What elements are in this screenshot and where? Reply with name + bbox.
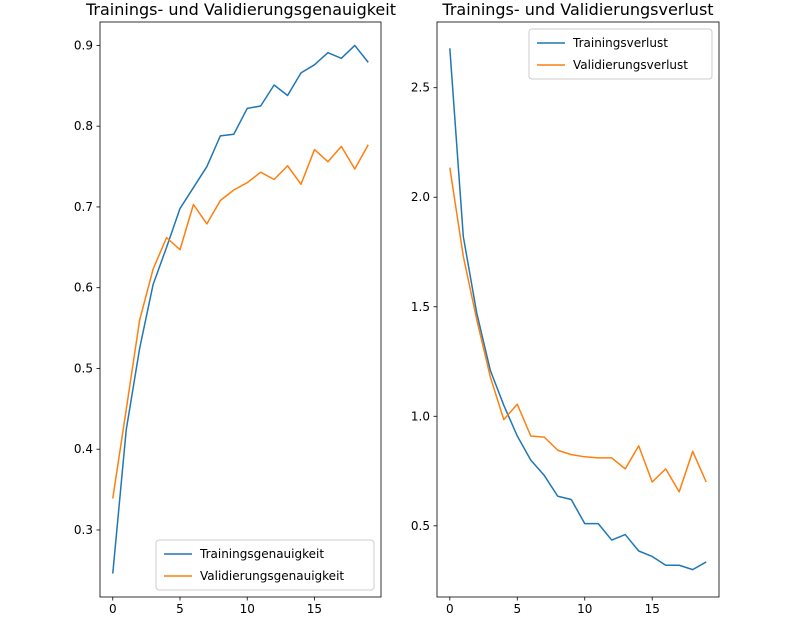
y-tick-label: 0.4: [74, 442, 93, 456]
x-tick-label: 0: [109, 602, 117, 616]
accuracy-chart-title: Trainings- und Validierungsgenauigkeit: [85, 0, 396, 19]
series-line-1: [449, 167, 707, 493]
x-tick-label: 10: [240, 602, 255, 616]
y-tick-label: 0.3: [74, 523, 93, 537]
y-tick-label: 0.5: [411, 519, 430, 533]
x-tick-label: 15: [645, 602, 660, 616]
y-tick-label: 1.0: [411, 409, 430, 423]
legend-label-0: Trainingsgenauigkeit: [199, 547, 324, 561]
x-tick-label: 10: [577, 602, 592, 616]
series-line-0: [449, 48, 707, 571]
loss-chart: Trainings- und Validierungsverlust 0 5 10 1…: [411, 0, 720, 616]
legend-frame: [155, 539, 375, 591]
accuracy-chart: Trainings- und Validierungsgenauigkeit 0…: [74, 0, 396, 616]
x-tick-label: 5: [176, 602, 184, 616]
axes-frame: [436, 21, 720, 598]
series-line-0: [112, 44, 369, 574]
y-tick-label: 0.6: [74, 281, 93, 295]
legend-label-1: Validierungsverlust: [573, 58, 688, 72]
y-tick-label: 0.8: [74, 119, 93, 133]
y-tick-label: 0.7: [74, 200, 93, 214]
loss-chart-title: Trainings- und Validierungsverlust: [441, 0, 713, 19]
legend: Trainingsgenauigkeit Validierungsgenauigk…: [155, 539, 375, 591]
x-tick-label: 15: [307, 602, 322, 616]
axes-frame: [99, 21, 382, 598]
y-tick-label: 1.5: [411, 300, 430, 314]
legend-label-0: Trainingsverlust: [572, 36, 668, 50]
legend-label-1: Validierungsgenauigkeit: [200, 569, 344, 583]
legend: Trainingsverlust Validierungsverlust: [528, 28, 713, 80]
legend-frame: [528, 28, 713, 80]
x-tick-label: 5: [513, 602, 521, 616]
y-tick-label: 0.9: [74, 38, 93, 52]
accuracy-plot-area: 0 5 10 15 0.3 0.4 0.5 0.6 0.7 0.8 0.9 Trainingsgena…: [74, 21, 382, 616]
series-line-1: [112, 144, 369, 499]
loss-plot-area: 0 5 10 15 0.5 1.0 1.5 2.0 2.5 Trainingsverlust Val…: [411, 21, 720, 616]
y-tick-label: 2.0: [411, 190, 430, 204]
x-tick-label: 0: [446, 602, 454, 616]
y-tick-label: 2.5: [411, 81, 430, 95]
y-tick-label: 0.5: [74, 361, 93, 375]
